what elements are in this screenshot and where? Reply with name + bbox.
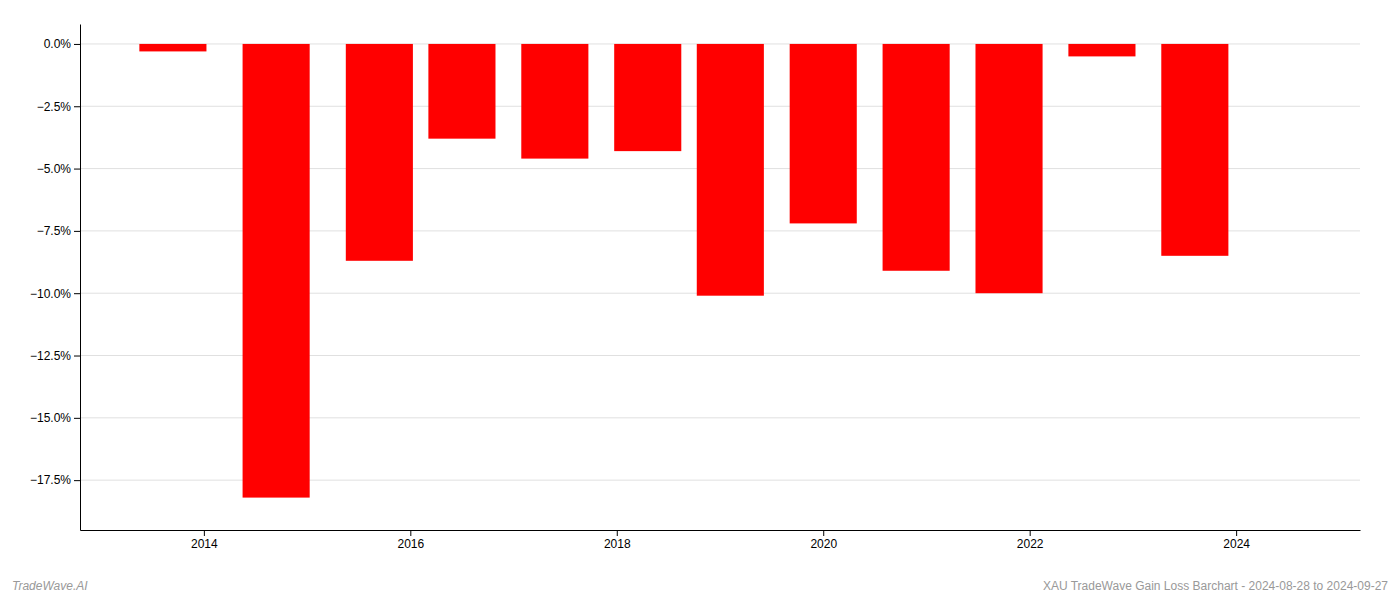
- x-tick-label: 2022: [1017, 537, 1044, 551]
- y-tick: −7.5%: [37, 224, 80, 238]
- x-tick-label: 2016: [397, 537, 424, 551]
- x-tick: 2016: [397, 530, 424, 551]
- bar: [428, 44, 495, 139]
- y-tick-mark: [74, 169, 80, 170]
- y-tick: −2.5%: [37, 100, 80, 114]
- x-tick-mark: [617, 530, 618, 536]
- annotation: TradeWave.AI: [12, 579, 88, 593]
- x-axis-line: [81, 530, 1361, 531]
- y-tick-label: −7.5%: [37, 224, 72, 238]
- y-axis: 0.0% −2.5% −5.0% −7.5% −10.0% −12.5% −15.0% −17…: [30, 25, 81, 531]
- bar: [1161, 44, 1228, 256]
- x-tick: 2020: [810, 530, 837, 551]
- y-tick-label: 0.0%: [44, 37, 72, 51]
- bar: [697, 44, 764, 296]
- bar: [521, 44, 588, 159]
- y-tick: −5.0%: [37, 162, 80, 176]
- y-tick: −17.5%: [30, 473, 80, 487]
- y-tick-mark: [74, 356, 80, 357]
- chart: 0.0% −2.5% −5.0% −7.5% −10.0% −12.5% −15.0% −17…: [0, 0, 1400, 600]
- x-tick: 2022: [1017, 530, 1044, 551]
- bar: [346, 44, 413, 261]
- y-tick-mark: [74, 231, 80, 232]
- y-tick-mark: [74, 106, 80, 107]
- x-axis: 2014 2016 2018 2020 2022 2024: [81, 530, 1361, 551]
- x-tick-mark: [204, 530, 205, 536]
- bar: [139, 44, 206, 51]
- y-tick-mark: [74, 418, 80, 419]
- bar: [975, 44, 1042, 293]
- y-tick-label: −5.0%: [37, 162, 72, 176]
- y-tick: −10.0%: [30, 287, 80, 301]
- bar: [614, 44, 681, 151]
- annotations: TradeWave.AI XAU TradeWave Gain Loss Barc…: [12, 579, 1388, 593]
- x-tick-label: 2020: [810, 537, 837, 551]
- x-tick: 2018: [604, 530, 631, 551]
- x-tick: 2014: [191, 530, 218, 551]
- bar: [790, 44, 857, 223]
- bar: [883, 44, 950, 271]
- bar: [1068, 44, 1135, 56]
- x-tick-label: 2024: [1223, 537, 1250, 551]
- x-tick: 2024: [1223, 530, 1250, 551]
- y-tick: −15.0%: [30, 411, 80, 425]
- bar: [243, 44, 310, 498]
- y-tick-mark: [74, 44, 80, 45]
- x-tick-mark: [410, 530, 411, 536]
- y-axis-line: [80, 25, 81, 531]
- y-tick-label: −15.0%: [30, 411, 71, 425]
- y-tick: −12.5%: [30, 349, 80, 363]
- bars: [139, 44, 1228, 498]
- annotation: XAU TradeWave Gain Loss Barchart - 2024-…: [1043, 579, 1388, 593]
- y-tick-label: −2.5%: [37, 100, 72, 114]
- y-tick: 0.0%: [44, 37, 80, 51]
- y-tick-label: −17.5%: [30, 473, 71, 487]
- y-tick-label: −10.0%: [30, 287, 71, 301]
- y-tick-label: −12.5%: [30, 349, 71, 363]
- x-tick-mark: [1236, 530, 1237, 536]
- plot: 0.0% −2.5% −5.0% −7.5% −10.0% −12.5% −15.0% −17…: [30, 25, 1361, 551]
- y-tick-mark: [74, 293, 80, 294]
- y-tick-mark: [74, 480, 80, 481]
- x-tick-label: 2014: [191, 537, 218, 551]
- x-tick-mark: [1030, 530, 1031, 536]
- x-tick-label: 2018: [604, 537, 631, 551]
- x-tick-mark: [823, 530, 824, 536]
